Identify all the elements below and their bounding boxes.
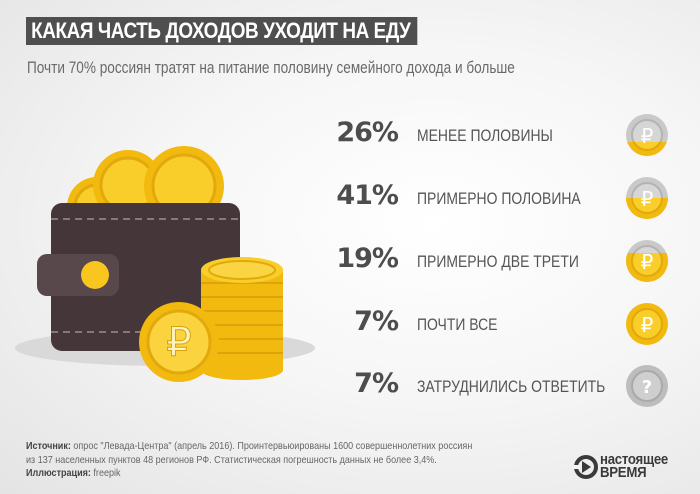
ruble-coin-icon: ₽: [626, 240, 668, 282]
illustration-text: freepik: [90, 467, 121, 479]
result-row-about-half: 41% ПРИМЕРНО ПОЛОВИНА ₽: [330, 176, 670, 220]
answer-label: ЗАТРУДНИЛИСЬ ОТВЕТИТЬ: [417, 377, 606, 396]
svg-text:?: ?: [642, 377, 652, 398]
answer-label: ПРИМЕРНО ДВЕ ТРЕТИ: [417, 252, 579, 271]
source-line-1: Источник: опрос "Левада-Центра" (апрель …: [26, 440, 472, 454]
logo-text: настоящее время: [600, 451, 668, 481]
ruble-coin-icon: ₽: [626, 114, 668, 156]
answer-label: ПРИМЕРНО ПОЛОВИНА: [417, 189, 581, 208]
title-bar: КАКАЯ ЧАСТЬ ДОХОДОВ УХОДИТ НА ЕДУ: [26, 17, 418, 45]
illustration-credit: Иллюстрация: freepik: [26, 467, 472, 481]
result-row-almost-all: 7% ПОЧТИ ВСЕ ₽: [330, 302, 670, 346]
footer-source: Источник: опрос "Левада-Центра" (апрель …: [26, 440, 472, 481]
result-row-hard-to-answer: 7% ЗАТРУДНИЛИСЬ ОТВЕТИТЬ ?: [330, 364, 670, 408]
svg-text:₽: ₽: [641, 313, 654, 337]
result-row-two-thirds: 19% ПРИМЕРНО ДВЕ ТРЕТИ ₽: [330, 239, 670, 283]
ruble-coin-icon: ₽: [626, 303, 668, 345]
percent-value: 19%: [336, 243, 399, 274]
svg-text:₽: ₽: [166, 320, 191, 366]
brand-logo[interactable]: настоящее время: [574, 452, 684, 486]
subtitle: Почти 70% россиян тратят на питание поло…: [27, 58, 515, 77]
svg-text:₽: ₽: [641, 250, 654, 274]
coin-stack-icon: [201, 257, 283, 380]
percent-value: 7%: [354, 368, 399, 399]
source-text: опрос "Левада-Центра" (апрель 2016). Про…: [70, 440, 473, 452]
svg-text:₽: ₽: [641, 124, 654, 148]
svg-text:₽: ₽: [641, 187, 654, 211]
ruble-coin-front-icon: ₽: [139, 302, 219, 382]
percent-value: 41%: [336, 180, 399, 211]
percent-value: 7%: [354, 306, 399, 337]
source-line-2: из 137 населенных пунктов 48 регионов РФ…: [26, 453, 437, 466]
percent-value: 26%: [336, 117, 399, 148]
answer-label: ПОЧТИ ВСЕ: [417, 315, 498, 334]
answer-label: МЕНЕЕ ПОЛОВИНЫ: [417, 126, 553, 145]
logo-line-2: время: [600, 464, 647, 481]
question-coin-icon: ?: [626, 365, 668, 407]
source-label: Источник:: [26, 440, 71, 452]
ruble-coin-icon: ₽: [626, 177, 668, 219]
play-logo-icon: [574, 455, 598, 479]
illustration-label: Иллюстрация:: [26, 467, 91, 479]
result-row-less-than-half: 26% МЕНЕЕ ПОЛОВИНЫ ₽: [330, 113, 670, 157]
logo-line-1: настоящее: [600, 451, 668, 468]
